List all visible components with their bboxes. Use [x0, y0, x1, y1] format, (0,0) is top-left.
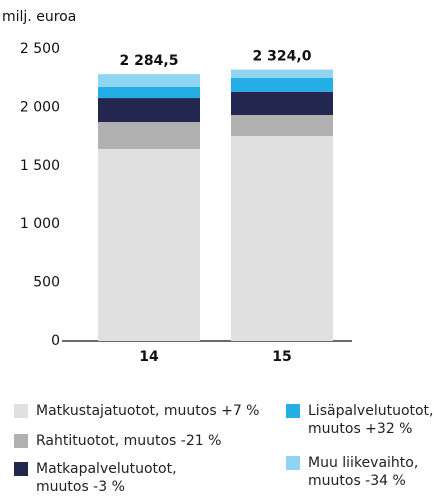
legend-item: Muu liikevaihto, muutos -34 % — [286, 454, 434, 490]
legend-item: Rahtituotot, muutos -21 % — [14, 432, 266, 450]
legend-label: Muu liikevaihto, muutos -34 % — [308, 455, 419, 489]
bar-segment — [231, 91, 333, 115]
legend-label: Lisäpalvelutuotot, muutos +32 % — [308, 403, 434, 437]
legend-swatch — [14, 434, 28, 448]
y-tick-label: 0 — [51, 333, 60, 349]
y-tick-label: 2 000 — [20, 99, 60, 115]
legend-label: Matkustajatuotot, muutos +7 % — [36, 403, 260, 419]
x-tick-label: 15 — [272, 349, 291, 365]
y-tick-label: 1 500 — [20, 158, 60, 174]
y-tick-label: 1 000 — [20, 216, 60, 232]
bar-segment — [231, 77, 333, 92]
bar-segment — [231, 114, 333, 137]
bar-segment — [98, 148, 200, 341]
legend-item: Matkapalvelutuotot, muutos -3 % — [14, 460, 206, 496]
bar-segment — [98, 98, 200, 122]
bar-segment — [98, 86, 200, 99]
bar-segment — [98, 74, 200, 87]
total-label: 2 284,5 — [120, 53, 179, 69]
total-label: 2 324,0 — [253, 49, 312, 65]
y-tick-label: 2 500 — [20, 41, 60, 57]
legend-swatch — [14, 404, 28, 418]
y-axis-label: milj. euroa — [2, 9, 76, 25]
x-tick-label: 14 — [139, 349, 159, 365]
bar-segment — [98, 122, 200, 149]
y-tick-label: 500 — [33, 275, 60, 291]
legend-swatch — [286, 456, 300, 470]
legend-swatch — [286, 404, 300, 418]
legend-swatch — [14, 462, 28, 476]
legend-item: Matkustajatuotot, muutos +7 % — [14, 402, 266, 420]
bar-segment — [231, 136, 333, 341]
legend-item: Lisäpalvelutuotot, muutos +32 % — [286, 402, 434, 438]
bar-segment — [231, 69, 333, 78]
legend-label: Rahtituotot, muutos -21 % — [36, 433, 222, 449]
legend-label: Matkapalvelutuotot, muutos -3 % — [36, 461, 177, 495]
